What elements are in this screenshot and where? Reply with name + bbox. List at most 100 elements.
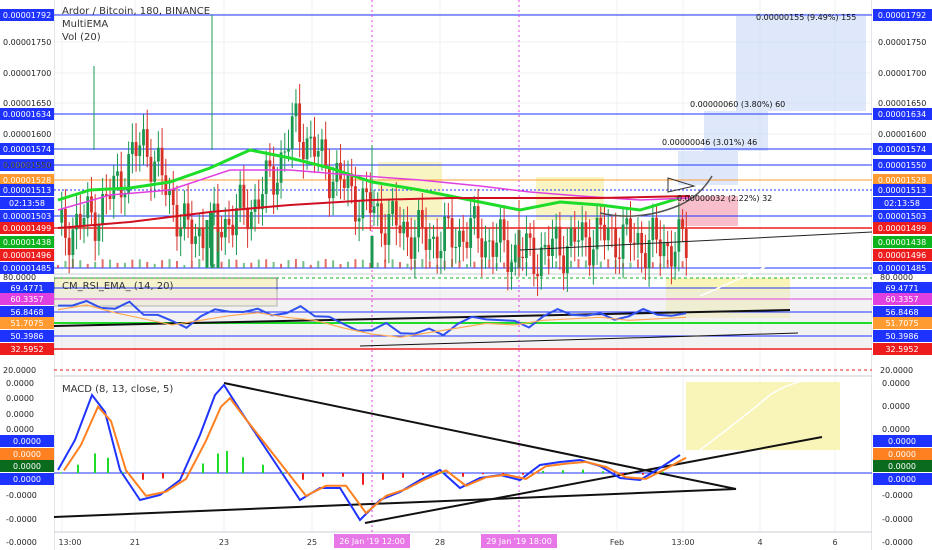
- volume-bar: [280, 263, 283, 268]
- candle-body: [577, 240, 580, 242]
- volume-bar: [228, 259, 231, 268]
- macd-badge: [873, 448, 932, 460]
- candle-body: [186, 203, 190, 220]
- rsi-badge: [873, 306, 932, 318]
- price-tick: 0.00001650: [878, 99, 926, 108]
- volume-bar: [294, 259, 297, 268]
- candle-body: [406, 221, 409, 238]
- volume-bar: [116, 262, 119, 268]
- candle-body: [82, 218, 86, 226]
- candle-body: [380, 203, 383, 234]
- macd-histogram-bar: [226, 451, 228, 473]
- candle-body: [153, 161, 157, 182]
- macd-histogram-bar: [422, 473, 424, 475]
- volume-bar: [406, 263, 409, 268]
- macd-histogram-bar: [162, 473, 164, 479]
- candle-body: [60, 208, 64, 223]
- volume-bar: [369, 263, 372, 268]
- macd-histogram-bar: [94, 453, 96, 473]
- time-label: 13:00: [58, 538, 81, 547]
- macd-badge-label: 0.0000: [888, 475, 916, 484]
- candle-body: [610, 227, 614, 229]
- time-axis[interactable]: 13:00 21 23 25 28 Feb 13:00 4 6 26 Jan '19 12:00 2…: [58, 534, 838, 548]
- left-macd-tick: 0.0000: [6, 410, 34, 419]
- candle-body: [476, 206, 480, 239]
- macd-histogram-bar: [182, 473, 184, 475]
- candle-body: [179, 228, 183, 237]
- macd-histogram-bar: [482, 473, 484, 475]
- candle-body: [123, 193, 127, 198]
- candle-body: [149, 156, 153, 182]
- left-price-badge: [0, 143, 54, 155]
- candle-body: [517, 244, 521, 257]
- volume-bar: [138, 259, 141, 268]
- candle-body: [190, 219, 194, 244]
- candle-body: [108, 195, 112, 200]
- candle-body: [558, 226, 562, 256]
- candle-body: [368, 192, 372, 214]
- macd-badge: [873, 473, 932, 485]
- volume-bar: [94, 261, 97, 268]
- rsi-line: [58, 299, 687, 337]
- candle-body: [75, 213, 78, 230]
- candle-body: [164, 175, 168, 196]
- candle-body: [290, 116, 294, 149]
- candle-body: [525, 233, 528, 259]
- price-axis[interactable]: 0.00001750 0.00001700 0.00001650 0.00001600…: [872, 0, 932, 550]
- macd-trendline-up-1: [53, 488, 737, 518]
- left-macd-badge: [0, 460, 54, 472]
- candle-body: [171, 188, 175, 205]
- candle-body: [261, 194, 264, 210]
- price-badge: [873, 184, 932, 196]
- macd-title: MACD (8, 13, close, 5): [62, 384, 173, 395]
- candle-body: [104, 194, 108, 196]
- macd-histogram-bar: [562, 470, 564, 473]
- candle-body: [469, 218, 473, 248]
- left-macd-badge-label: 0.0000: [13, 462, 41, 471]
- candle-body: [658, 239, 662, 257]
- macd-badge: [873, 460, 932, 472]
- candle-body: [521, 256, 525, 259]
- volume-bar: [153, 263, 156, 268]
- candle-body: [513, 244, 517, 263]
- left-price-badge-label: 0.00001634: [3, 110, 51, 119]
- rsi-ema-line: [57, 304, 687, 338]
- candles: [60, 15, 688, 296]
- candle-body: [294, 103, 298, 117]
- candle-body: [443, 216, 447, 252]
- rsi-badge-label: 69.4771: [885, 284, 918, 293]
- rsi-band: [54, 290, 872, 348]
- symbol-title: Ardor / Bitcoin, 180, BINANCE: [62, 6, 210, 17]
- macd-tick: -0.0000: [882, 491, 913, 500]
- time-label: 28: [435, 538, 445, 547]
- left-price-badge: [0, 210, 54, 222]
- candle-body: [216, 203, 220, 232]
- candle-body: [472, 206, 476, 219]
- volume-bar: [599, 261, 602, 268]
- candle-body: [324, 139, 328, 169]
- macd-projection-zone: [686, 382, 840, 450]
- left-price-badge-label: 02:13:58: [9, 199, 45, 208]
- rsi-tick: 20.0000: [880, 366, 913, 375]
- candle-body: [428, 238, 432, 250]
- candle-body: [127, 154, 131, 194]
- left-macd-badge: [0, 448, 54, 460]
- volume-bar: [198, 259, 201, 268]
- measure-label-neg: 0.00000032 (2.22%) 32: [677, 194, 772, 203]
- left-rsi-badge: [0, 293, 54, 305]
- volume-bar: [629, 262, 632, 268]
- candle-body: [372, 206, 376, 214]
- highlight-zones: [53, 16, 872, 450]
- left-price-badge: [0, 262, 54, 274]
- candle-body: [539, 247, 543, 277]
- candle-body: [298, 103, 302, 142]
- macd-badge: [873, 435, 932, 447]
- rsi-badge-label: 50.3986: [885, 332, 918, 341]
- macd-badge-label: 0.0000: [888, 437, 916, 446]
- left-price-badge-label: 0.00001485: [3, 264, 51, 273]
- candle-body: [595, 217, 599, 250]
- candle-body: [272, 166, 276, 195]
- candle-body: [502, 219, 506, 241]
- candle-body: [253, 199, 257, 212]
